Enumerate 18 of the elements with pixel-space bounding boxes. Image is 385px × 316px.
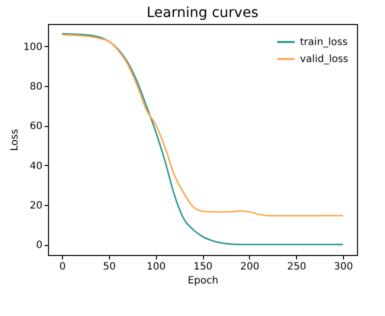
- x-tick-label: 250: [287, 262, 306, 272]
- legend-label: train_loss: [300, 37, 348, 48]
- x-tick-label: 200: [240, 262, 260, 272]
- y-axis-title: Loss: [9, 129, 20, 151]
- chart-title: Learning curves: [146, 5, 258, 21]
- y-tick-label: 100: [23, 42, 42, 53]
- y-tick-label: 0: [36, 240, 42, 251]
- y-tick-label: 80: [30, 82, 42, 93]
- y-tick-label: 40: [30, 160, 42, 172]
- y-tick-label: 60: [30, 121, 42, 132]
- x-tick-label: 0: [59, 262, 66, 272]
- x-tick-label: 50: [102, 262, 116, 272]
- x-tick-label: 150: [193, 262, 213, 272]
- x-tick-label: 300: [334, 262, 353, 272]
- y-tick-label: 20: [30, 200, 42, 212]
- legend-label: valid_loss: [300, 54, 348, 65]
- x-tick-label: 100: [146, 262, 166, 272]
- x-axis-title: Epoch: [188, 276, 218, 286]
